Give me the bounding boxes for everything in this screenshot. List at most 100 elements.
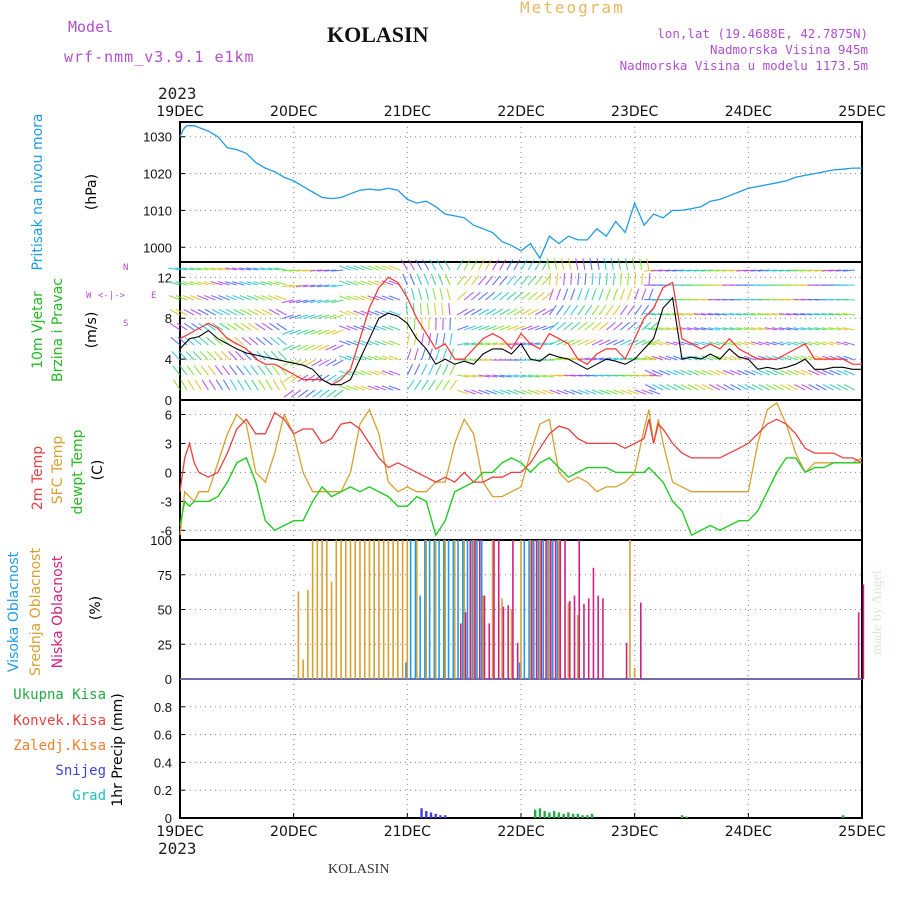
wind-arrow (686, 327, 699, 331)
y-tick-label: 0.2 (154, 783, 172, 798)
model-elevation-label: Nadmorska Visina u modelu 1173.5m (619, 58, 868, 73)
wind-arrow (560, 258, 565, 271)
wind-arrow (556, 321, 567, 331)
wind-arrow (421, 363, 428, 376)
wind-arrow (591, 272, 594, 286)
wind-arrow (324, 284, 337, 288)
wind-arrow (534, 291, 545, 301)
wind-arrow (700, 312, 713, 316)
temp-unit: (C) (90, 460, 106, 481)
precip-bar (425, 811, 428, 818)
wind-arrow (478, 374, 491, 378)
wind-arrow (577, 339, 589, 346)
wind-arrow (687, 369, 699, 376)
wind-arrow (406, 363, 414, 376)
wind-arrow (436, 259, 444, 271)
wind-arrow (801, 384, 813, 391)
wind-arrow (772, 384, 785, 391)
wind-arrow (764, 327, 777, 331)
wind-arrow (563, 304, 571, 316)
wind-arrow (541, 291, 552, 301)
wind-arrow (836, 369, 849, 376)
wind-arrow (346, 310, 358, 316)
wind-arrow (428, 348, 433, 361)
wind-arrow (634, 304, 643, 316)
wind-arrow (211, 294, 223, 301)
wind-arrow (620, 357, 633, 361)
wind-arrow (708, 341, 721, 346)
wind-arrow (478, 389, 490, 395)
wind-arrow (485, 374, 498, 378)
wind-arrow (269, 336, 280, 346)
wind-arrow (589, 258, 593, 271)
wind-arrow (542, 308, 553, 316)
wind-arrow (261, 294, 273, 301)
wind-arrow (274, 281, 287, 286)
wind-arrow (492, 275, 501, 286)
wind-arrow (267, 281, 280, 286)
wind-arrow (339, 355, 351, 361)
wind-arrow (764, 269, 777, 272)
wind-arrow (743, 355, 756, 361)
wind-arrow (828, 341, 841, 346)
wind-arrow (764, 312, 777, 316)
wind-arrow (527, 325, 540, 331)
wind-arrow (694, 384, 706, 391)
wind-arrow (168, 294, 181, 301)
wind-arrow (707, 269, 720, 272)
wind-arrow (435, 333, 439, 346)
wind-arrow (570, 357, 583, 361)
wind-arrow (835, 269, 848, 272)
wind-arrow (388, 370, 401, 376)
wind-arrow (471, 389, 483, 395)
wind-arrow (584, 339, 597, 346)
wind-arrow (168, 267, 181, 271)
wind-arrow (217, 267, 230, 271)
wind-arrow (513, 291, 524, 301)
wind-arrow (421, 348, 426, 361)
wind-arrow (644, 312, 657, 316)
wind-arrow (549, 389, 561, 395)
wind-arrow (421, 333, 425, 346)
wind-speed-line (179, 296, 862, 386)
wind-arrow (786, 269, 799, 272)
wind-arrow (679, 327, 692, 331)
wind-arrow (737, 384, 749, 391)
panel-precip: 0 0.2 0.4 0.6 0.8 (154, 678, 863, 826)
wind-arrow (244, 379, 252, 391)
wind-arrow (627, 389, 640, 395)
wind-arrow (843, 384, 856, 391)
wind-label-2: Brzina i Pravac (50, 278, 66, 382)
wind-arrow (360, 265, 373, 271)
wind-arrow (556, 374, 569, 377)
wind-arrow (715, 341, 728, 346)
wind-arrow (666, 384, 678, 391)
wind-arrow (429, 259, 437, 271)
wind-arrow (627, 288, 633, 301)
wind-arrow (651, 269, 664, 272)
wind-arrow (470, 291, 481, 301)
wind-arrow (485, 259, 492, 271)
x-tick-label-top: 25DEC (838, 104, 885, 120)
model-label: Model (68, 18, 114, 36)
panel-temperature: -6 -3 0 3 6 (160, 399, 863, 541)
wind-arrow (325, 374, 337, 382)
wind-arrow (707, 312, 720, 316)
footer-station: KOLASIN (328, 862, 390, 877)
wind-arrow (262, 322, 273, 331)
wind-arrow (534, 275, 544, 286)
wind-arrow (331, 284, 344, 288)
wind-arrow (406, 333, 410, 346)
wind-arrow (582, 258, 586, 271)
wind-arrow (584, 374, 597, 377)
wind-arrow (499, 342, 512, 346)
wind-arrow (282, 314, 294, 320)
wind-arrow (406, 348, 412, 361)
wind-arrow (821, 312, 834, 316)
wind-arrow (549, 321, 559, 331)
wind-arrow (276, 322, 287, 331)
wind-arrow (693, 341, 706, 346)
wind-arrow (248, 336, 259, 346)
y-tick-label: 0.8 (154, 700, 172, 715)
wind-arrow (584, 321, 595, 331)
